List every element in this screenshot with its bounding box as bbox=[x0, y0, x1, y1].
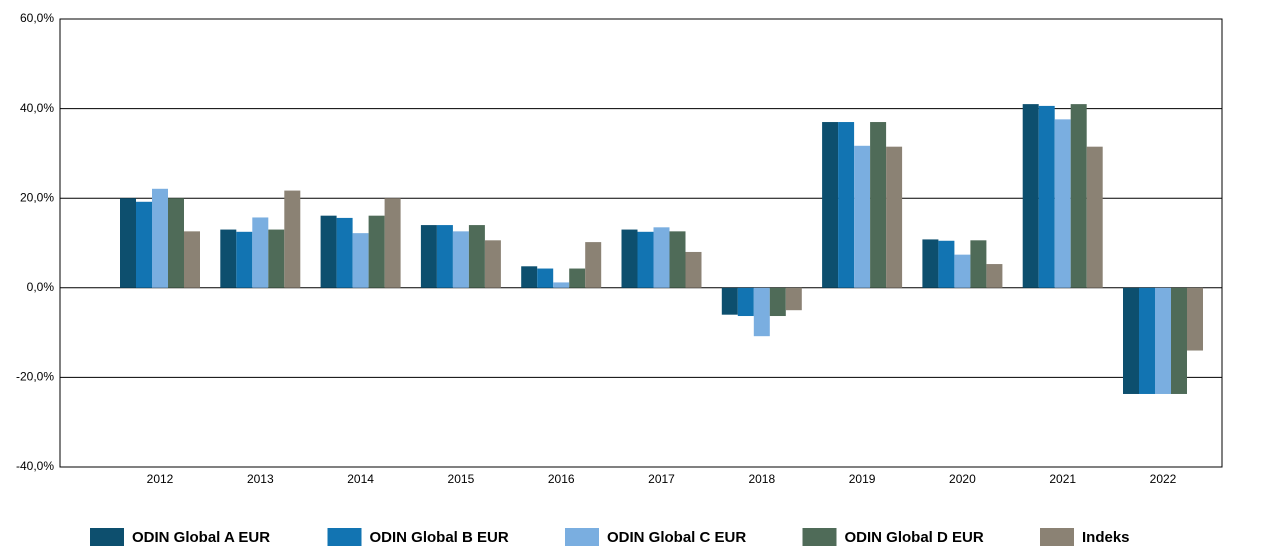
bar bbox=[452, 231, 469, 288]
bar bbox=[136, 201, 152, 288]
bar bbox=[870, 122, 887, 288]
legend-label: ODIN Global A EUR bbox=[132, 529, 270, 546]
bar bbox=[268, 229, 285, 288]
bar bbox=[1139, 287, 1155, 394]
x-tick-label: 2019 bbox=[849, 472, 876, 486]
x-tick-label: 2018 bbox=[748, 472, 775, 486]
bar bbox=[553, 282, 570, 288]
bar bbox=[1022, 104, 1039, 288]
bar bbox=[537, 268, 554, 288]
bar bbox=[838, 122, 855, 288]
legend-swatch bbox=[327, 528, 362, 546]
bar bbox=[484, 240, 501, 288]
x-tick-label: 2022 bbox=[1150, 472, 1177, 486]
bar bbox=[685, 251, 702, 288]
legend-swatch bbox=[90, 528, 124, 546]
bar bbox=[585, 242, 602, 288]
x-tick-label: 2016 bbox=[548, 472, 575, 486]
y-tick-label: -40,0% bbox=[16, 459, 54, 473]
bar bbox=[1086, 146, 1103, 288]
legend-label: ODIN Global B EUR bbox=[370, 529, 509, 546]
bar bbox=[669, 231, 686, 288]
bar bbox=[621, 229, 638, 288]
x-tick-label: 2021 bbox=[1049, 472, 1076, 486]
y-tick-label: 40,0% bbox=[20, 101, 54, 115]
x-tick-label: 2012 bbox=[147, 472, 174, 486]
bar bbox=[1070, 104, 1087, 288]
legend-label: ODIN Global C EUR bbox=[607, 529, 746, 546]
legend-label: Indeks bbox=[1082, 529, 1130, 546]
bar bbox=[737, 287, 754, 317]
bar bbox=[954, 254, 971, 288]
bar bbox=[854, 145, 871, 288]
x-tick-label: 2015 bbox=[448, 472, 475, 486]
bar bbox=[368, 215, 385, 288]
bar bbox=[721, 287, 738, 315]
bar bbox=[468, 225, 485, 288]
bar bbox=[152, 188, 168, 288]
bar bbox=[120, 198, 136, 288]
legend-swatch bbox=[565, 528, 599, 546]
legend-swatch bbox=[802, 528, 837, 546]
bar bbox=[236, 231, 253, 288]
bar bbox=[336, 217, 353, 288]
bar bbox=[436, 225, 453, 288]
bar bbox=[986, 264, 1003, 288]
bar bbox=[184, 231, 200, 288]
bar bbox=[1187, 287, 1203, 351]
bar bbox=[922, 239, 939, 288]
bar bbox=[384, 198, 401, 288]
bar bbox=[220, 229, 237, 288]
bar bbox=[352, 233, 369, 288]
bar bbox=[1171, 287, 1187, 394]
y-tick-label: -20,0% bbox=[16, 370, 54, 384]
x-tick-label: 2014 bbox=[347, 472, 374, 486]
bar bbox=[569, 268, 586, 288]
y-tick-label: 60,0% bbox=[20, 11, 54, 25]
bar bbox=[1155, 287, 1171, 394]
bar bbox=[252, 217, 269, 288]
y-tick-label: 0,0% bbox=[27, 280, 55, 294]
bar bbox=[653, 227, 670, 288]
bar bbox=[521, 266, 538, 288]
bar bbox=[284, 190, 301, 288]
x-tick-label: 2013 bbox=[247, 472, 274, 486]
bar bbox=[1038, 105, 1055, 288]
y-tick-label: 20,0% bbox=[20, 190, 54, 204]
bar bbox=[886, 146, 903, 288]
bar bbox=[420, 225, 437, 288]
bar bbox=[320, 215, 337, 288]
bar bbox=[785, 287, 802, 311]
bar bbox=[938, 240, 955, 288]
bar bbox=[1123, 287, 1139, 394]
legend-swatch bbox=[1040, 528, 1074, 546]
bar bbox=[753, 287, 770, 337]
legend-label: ODIN Global D EUR bbox=[845, 529, 984, 546]
x-tick-label: 2017 bbox=[648, 472, 675, 486]
x-tick-label: 2020 bbox=[949, 472, 976, 486]
bar bbox=[822, 122, 839, 288]
bar bbox=[637, 231, 654, 288]
bar bbox=[970, 240, 987, 288]
bar bbox=[168, 198, 184, 288]
bar bbox=[769, 287, 786, 317]
bar bbox=[1054, 119, 1071, 288]
